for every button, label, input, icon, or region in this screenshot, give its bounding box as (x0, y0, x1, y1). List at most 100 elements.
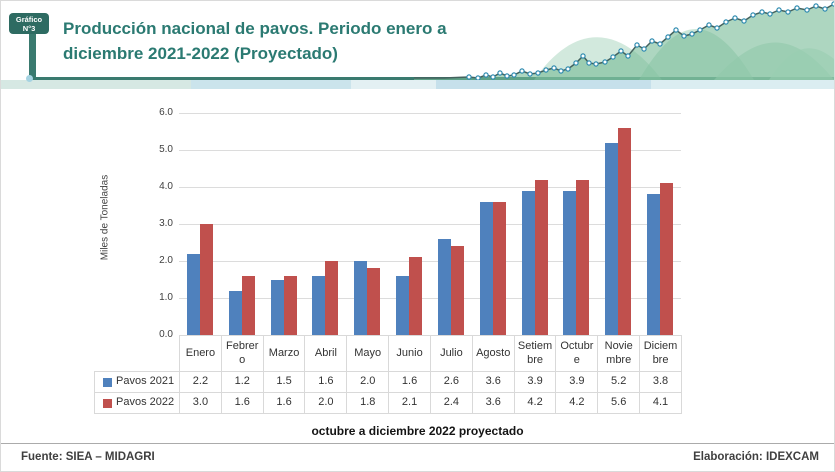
sparkline-marker-icon (519, 68, 525, 74)
legend-cell-pavos-2022: Pavos 2022 (94, 392, 180, 414)
sparkline-marker-icon (565, 66, 571, 72)
value-cell: 4.1 (639, 392, 682, 414)
y-axis-tick-label: 0.0 (159, 329, 173, 340)
value-cell: 2.6 (429, 371, 473, 393)
bar-pavos-2021-agosto (479, 201, 493, 335)
sparkline-marker-icon (732, 15, 738, 21)
page-title: Producción nacional de pavos. Periodo en… (63, 16, 447, 66)
value-cell: 3.8 (639, 371, 682, 393)
legend-swatch-icon (103, 398, 112, 408)
legend-label: Pavos 2022 (116, 396, 175, 409)
value-cell: 5.6 (597, 392, 641, 414)
value-cell: 1.6 (220, 392, 264, 414)
month-header-octubre: Octubr e (555, 335, 599, 372)
y-axis-tick-label: 1.0 (159, 292, 173, 303)
sparkline-marker-icon (673, 27, 679, 33)
value-cell: 1.6 (304, 371, 348, 393)
bar-pavos-2022-julio (450, 246, 464, 335)
sparkline-marker-icon (475, 75, 481, 80)
sparkline-marker-icon (813, 3, 819, 9)
table-corner-blank (95, 336, 180, 372)
bar-pavos-2022-agosto (492, 201, 506, 335)
sparkline-marker-icon (490, 74, 496, 80)
month-header-noviembre: Novie mbre (597, 335, 641, 372)
sparkline-marker-icon (785, 9, 791, 15)
header-strip (351, 80, 436, 89)
sparkline-marker-icon (593, 61, 599, 67)
value-cell: 1.5 (262, 371, 306, 393)
bar-pavos-2022-enero (199, 224, 213, 335)
month-header-setiembre: Setiem bre (513, 335, 557, 372)
value-cell: 1.8 (346, 392, 390, 414)
sparkline-marker-icon (649, 38, 655, 44)
sparkline-marker-icon (586, 60, 592, 66)
decorative-sparkline-icon (414, 1, 834, 80)
bar-pavos-2022-junio (409, 257, 423, 335)
y-axis-tick-label: 2.0 (159, 255, 173, 266)
value-cell: 3.9 (513, 371, 557, 393)
bar-plot-area (179, 113, 681, 335)
bar-pavos-2021-mayo (354, 261, 368, 335)
sparkline-marker-icon (511, 72, 517, 78)
value-cell: 1.6 (262, 392, 306, 414)
value-cell: 2.4 (429, 392, 473, 414)
header-strip (436, 80, 651, 89)
bar-pavos-2021-setiembre (521, 190, 535, 335)
y-axis-title: Miles de Toneladas (99, 174, 111, 261)
sparkline-marker-icon (804, 7, 810, 13)
sparkline-marker-icon (822, 6, 828, 12)
legend-label: Pavos 2021 (116, 375, 175, 388)
y-axis-tick-label: 5.0 (159, 144, 173, 155)
value-cell: 2.2 (179, 371, 222, 393)
sparkline-marker-icon (681, 33, 687, 39)
bar-pavos-2021-enero (186, 253, 200, 335)
sparkline-marker-icon (723, 19, 729, 25)
y-axis-tick-label: 6.0 (159, 107, 173, 118)
month-header-enero: Enero (179, 335, 222, 372)
sparkline-marker-icon (466, 74, 472, 80)
sparkline-marker-icon (543, 67, 549, 73)
badge-line2: N°3 (22, 23, 36, 33)
page-title-line1: Producción nacional de pavos. Periodo en… (63, 19, 447, 38)
bar-pavos-2021-noviembre (605, 142, 619, 335)
header-accent-bar (29, 21, 36, 80)
bar-pavos-2022-setiembre (534, 179, 548, 335)
source-label: Fuente: SIEA – MIDAGRI (21, 451, 155, 463)
bar-pavos-2021-julio (437, 238, 451, 335)
sparkline-marker-icon (706, 22, 712, 28)
sparkline-marker-icon (551, 65, 557, 71)
sparkline-marker-icon (610, 54, 616, 60)
chart-footnote: octubre a diciembre 2022 proyectado (311, 424, 524, 438)
sparkline-marker-icon (573, 60, 579, 66)
month-header-diciembre: Diciem bre (639, 335, 682, 372)
bar-pavos-2022-abril (325, 261, 339, 335)
sparkline-marker-icon (634, 42, 640, 48)
bar-pavos-2022-noviembre (618, 127, 632, 335)
value-cell: 3.9 (555, 371, 599, 393)
sparkline-marker-icon (504, 73, 510, 79)
legend-swatch-icon (103, 377, 112, 387)
sparkline-marker-icon (535, 70, 541, 76)
value-cell: 3.0 (179, 392, 222, 414)
sparkline-marker-icon (657, 41, 663, 47)
header-strip (651, 80, 834, 89)
footer-divider (1, 443, 834, 444)
value-cell: 2.0 (304, 392, 348, 414)
sparkline-marker-icon (580, 53, 586, 59)
bar-pavos-2021-junio (396, 275, 410, 335)
sparkline-marker-icon (618, 48, 624, 54)
bar-pavos-2021-febrero (228, 290, 242, 335)
value-cell: 3.6 (471, 392, 515, 414)
gridline (179, 187, 681, 188)
chart-number-badge: Gráfico N°3 (9, 13, 49, 34)
sparkline-marker-icon (665, 34, 671, 40)
value-cell: 4.2 (555, 392, 599, 414)
bar-pavos-2021-octubre (563, 190, 577, 335)
gridline (179, 150, 681, 151)
sparkline-marker-icon (497, 70, 503, 76)
sparkline-marker-icon (776, 7, 782, 13)
sparkline-marker-icon (689, 31, 695, 37)
value-cell: 4.2 (513, 392, 557, 414)
sparkline-marker-icon (767, 11, 773, 17)
